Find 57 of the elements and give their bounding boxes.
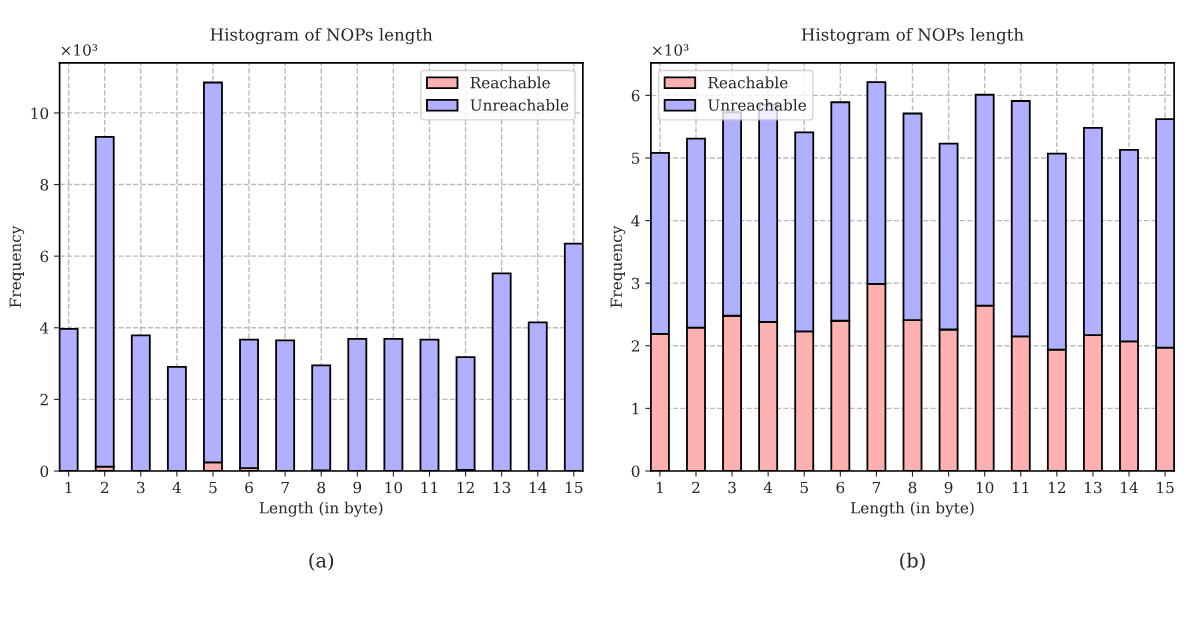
x-tick-label: 8	[317, 481, 326, 494]
x-tick-label: 2	[100, 481, 109, 494]
y-tick-label: 1	[632, 402, 639, 415]
y-tick-label: 8	[40, 179, 49, 191]
x-tick-label: 6	[836, 481, 845, 494]
y-tick-label: 2	[40, 393, 48, 406]
chart-title: Histogram of NOPs length	[801, 27, 1024, 45]
x-tick-label: 12	[457, 481, 474, 494]
y-tick-label: 10	[31, 107, 49, 119]
x-tick-label: 10	[976, 481, 994, 494]
legend-label: Reachable	[708, 76, 788, 89]
legend-label: Unreachable	[470, 98, 569, 111]
x-axis-title: Length (in byte)	[259, 501, 383, 517]
text: (a)	[309, 552, 334, 571]
x-tick-label: 1	[656, 481, 663, 494]
x-tick-label: 15	[1157, 481, 1174, 494]
x-tick-label: 4	[763, 481, 773, 494]
legend-label: Reachable	[470, 76, 550, 89]
x-tick-label: 13	[493, 481, 511, 494]
y-tick-label: 4	[39, 322, 49, 334]
y-tick-label: 0	[631, 465, 640, 478]
y-axis-title: Frequency	[9, 225, 25, 308]
x-tick-label: 1	[65, 481, 72, 494]
x-tick-label: 8	[908, 481, 917, 494]
x-tick-label: 9	[944, 481, 953, 494]
text: (b)	[900, 552, 925, 571]
x-tick-label: 5	[209, 481, 217, 494]
x-tick-label: 11	[421, 481, 438, 494]
chart-title: Histogram of NOPs length	[210, 27, 433, 45]
text: ×10³	[652, 44, 689, 56]
x-tick-label: 13	[1085, 481, 1102, 494]
x-tick-label: 2	[692, 481, 700, 494]
y-tick-label: 2	[631, 340, 639, 352]
x-tick-label: 7	[281, 481, 289, 494]
y-tick-label: 3	[631, 277, 640, 290]
x-tick-label: 5	[800, 481, 808, 494]
x-tick-label: 15	[565, 481, 583, 494]
text: ×10³	[61, 44, 98, 56]
x-tick-label: 14	[1121, 481, 1138, 494]
x-tick-label: 9	[353, 481, 362, 494]
x-tick-label: 4	[172, 481, 181, 494]
x-tick-label: 7	[872, 481, 881, 494]
x-tick-label: 14	[529, 481, 547, 494]
x-axis-title: Length (in byte)	[850, 501, 974, 517]
y-tick-label: 4	[631, 215, 640, 227]
y-tick-label: 0	[40, 465, 49, 478]
x-tick-label: 3	[728, 481, 736, 494]
y-tick-label: 6	[40, 250, 49, 263]
y-axis-title: Frequency	[610, 225, 626, 308]
x-tick-label: 10	[385, 481, 403, 494]
x-tick-label: 12	[1048, 481, 1066, 494]
x-tick-label: 11	[1012, 481, 1029, 494]
y-tick-label: 5	[632, 152, 640, 164]
x-tick-label: 3	[137, 481, 145, 494]
y-tick-label: 6	[631, 89, 640, 102]
x-tick-label: 6	[245, 481, 253, 494]
legend-label: Unreachable	[708, 98, 807, 111]
